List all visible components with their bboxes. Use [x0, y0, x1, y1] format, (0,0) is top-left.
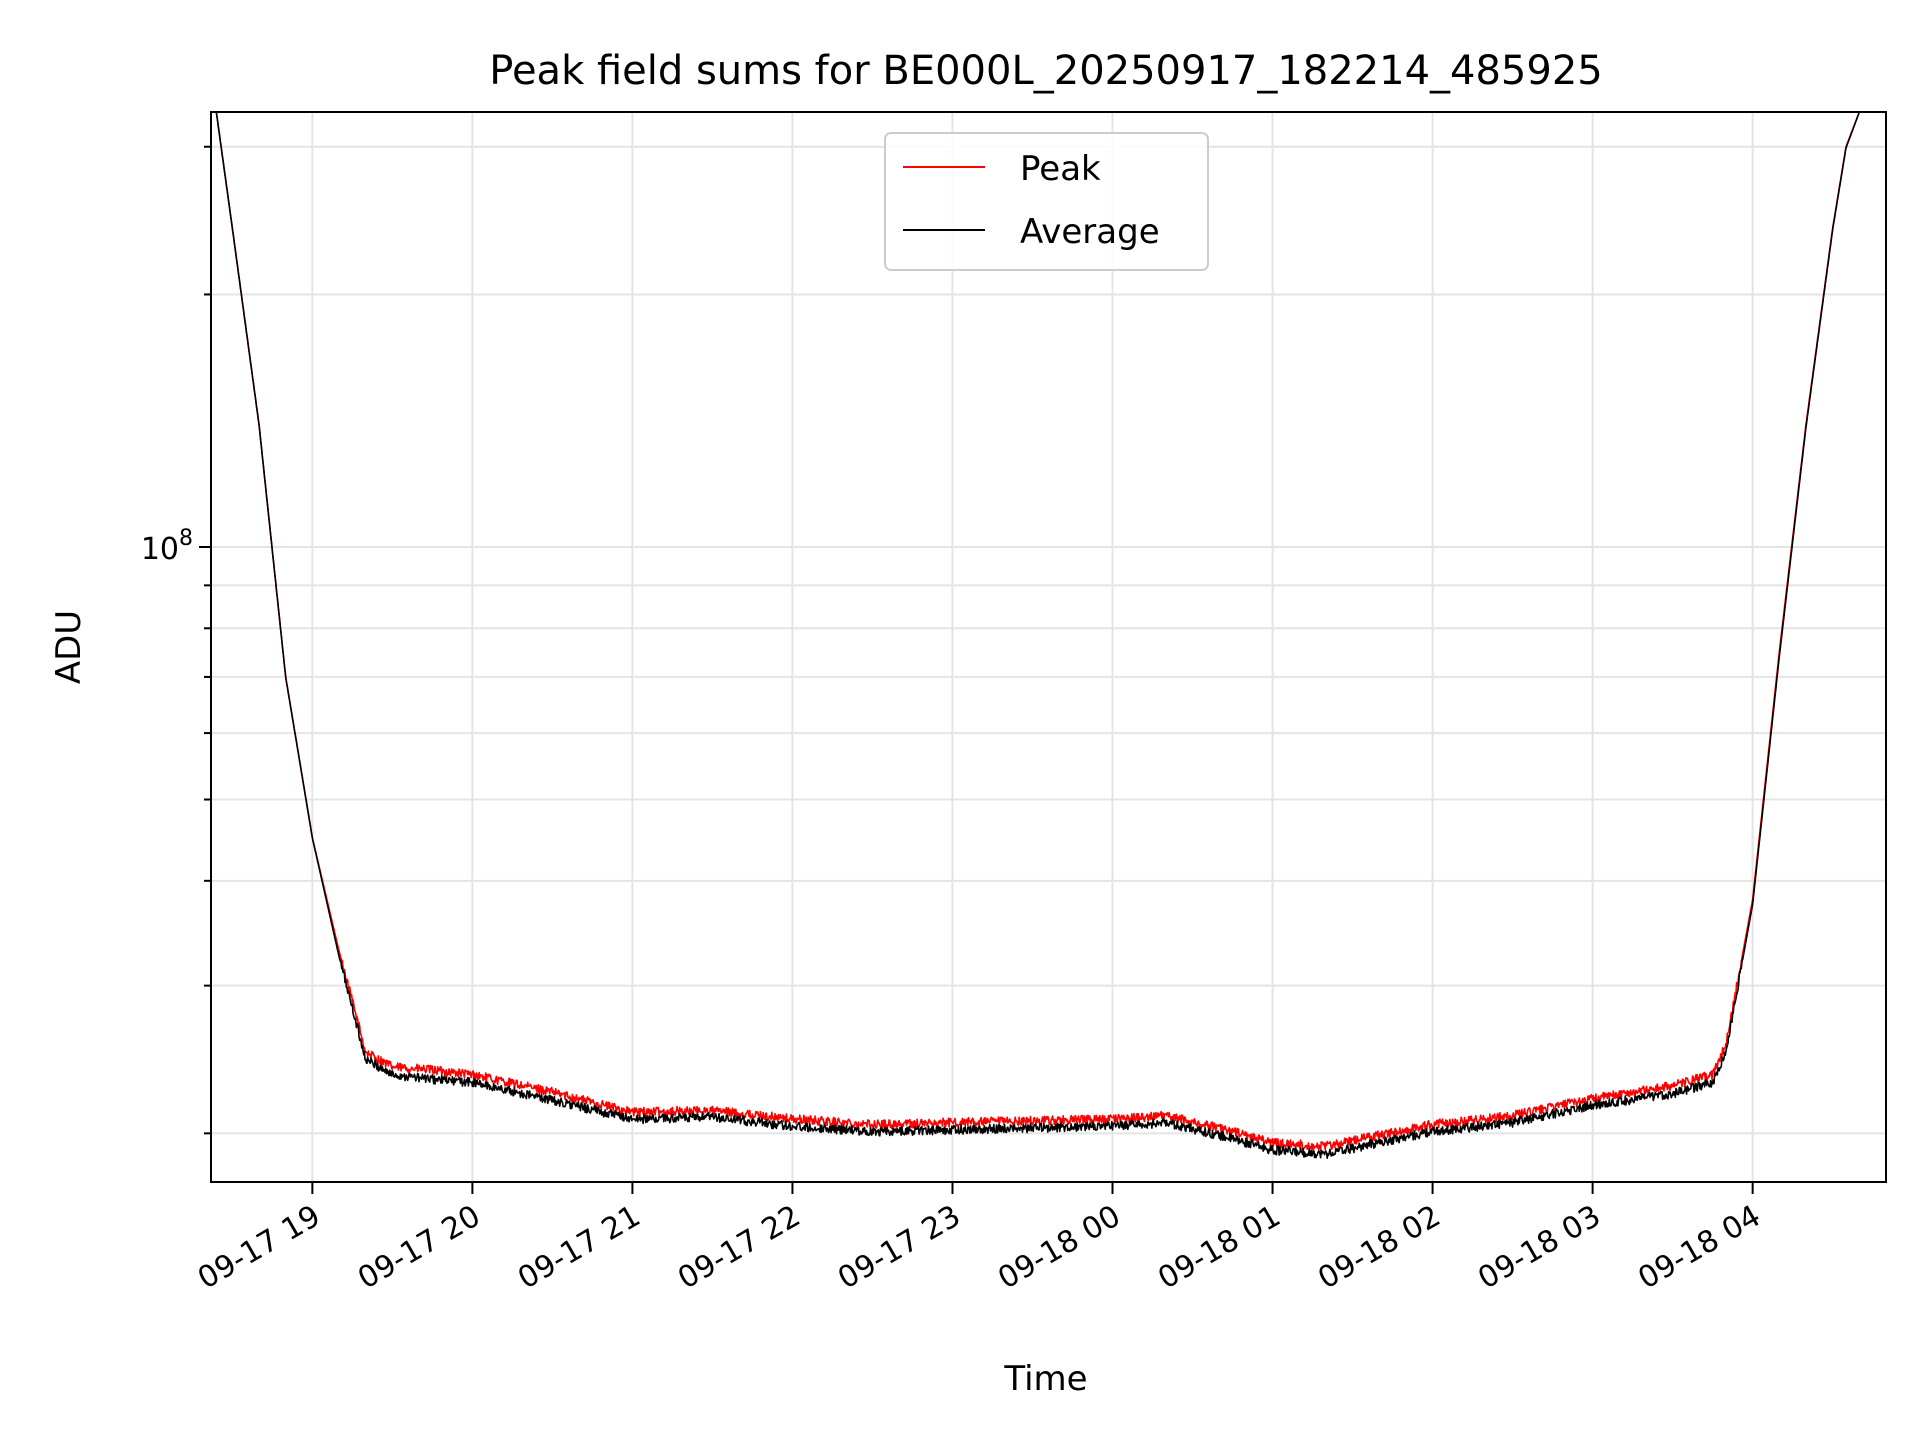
x-tick-label: 09-17 21: [512, 1199, 646, 1297]
y-tick-label: 108: [141, 526, 193, 567]
series-line-average: [215, 111, 1887, 1159]
chart-title: Peak field sums for BE000L_20250917_1822…: [489, 48, 1602, 94]
grid-layer: [211, 112, 1886, 1182]
x-tick-label: 09-17 19: [192, 1199, 326, 1297]
legend-label-peak: Peak: [1020, 149, 1101, 189]
x-tick-label: 09-18 02: [1312, 1199, 1446, 1297]
x-tick-label: 09-18 01: [1152, 1199, 1286, 1297]
x-tick-label: 09-17 20: [352, 1199, 486, 1297]
plot-frame: [210, 111, 1887, 1183]
x-tick-label: 09-18 00: [992, 1199, 1126, 1297]
x-axis-label: Time: [1003, 1359, 1087, 1399]
y-axis-label: ADU: [49, 610, 89, 684]
legend: Peak Average: [884, 132, 1209, 271]
x-tick-label: 09-18 03: [1472, 1199, 1606, 1297]
series-line-peak: [215, 111, 1887, 1151]
legend-label-average: Average: [1020, 212, 1160, 252]
x-tick-label: 09-17 22: [672, 1199, 806, 1297]
x-tick-label: 09-17 23: [832, 1199, 966, 1297]
x-tick-label: 09-18 04: [1632, 1199, 1766, 1297]
series-layer: [215, 111, 1887, 1159]
